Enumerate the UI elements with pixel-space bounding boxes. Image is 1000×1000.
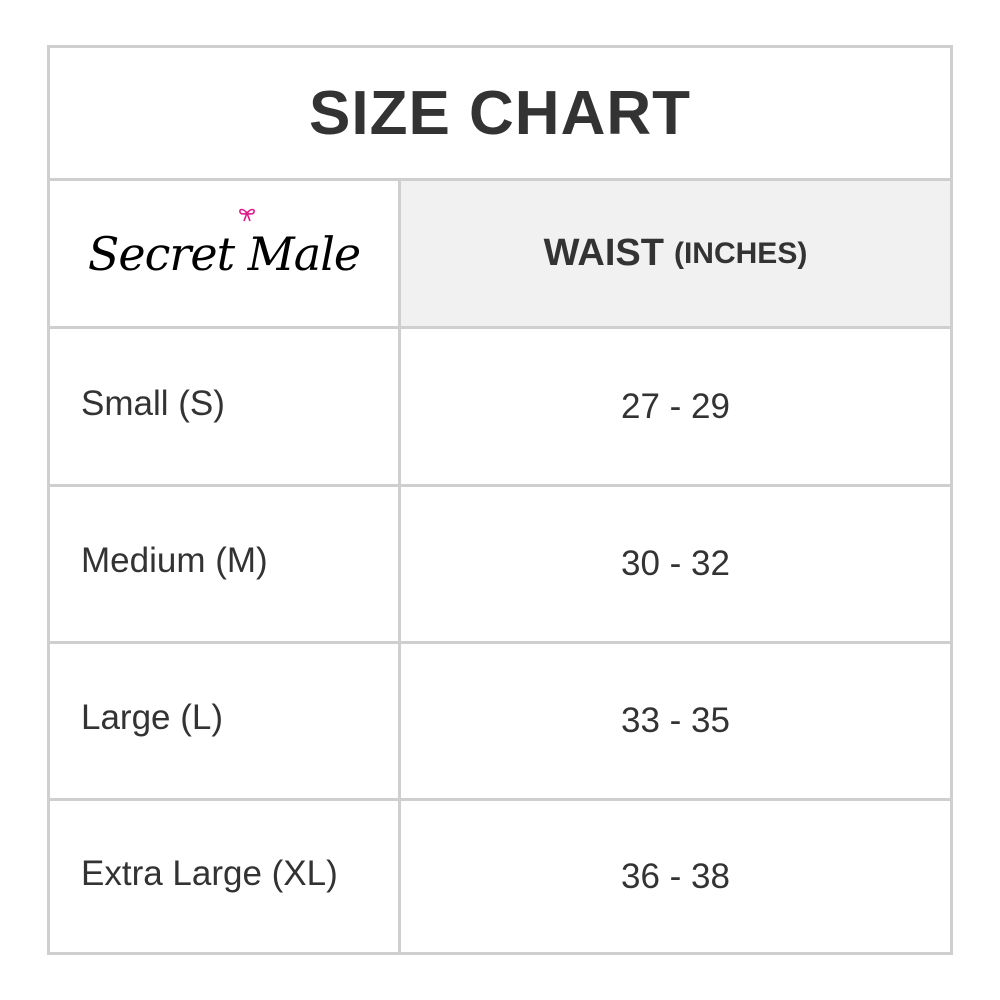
size-label: Extra Large (XL) — [81, 853, 338, 893]
table-row: Extra Large (XL) 36 - 38 — [50, 801, 950, 952]
size-chart-table: SIZE CHART Secret Male WAIST (INCHES) — [47, 45, 953, 955]
page-title: SIZE CHART — [50, 48, 950, 181]
column-label: WAIST — [543, 232, 664, 274]
header-row: Secret Male WAIST (INCHES) — [50, 181, 950, 329]
waist-header: WAIST (INCHES) — [401, 181, 950, 326]
waist-value: 30 - 32 — [621, 544, 730, 583]
table-row: Medium (M) 30 - 32 — [50, 487, 950, 644]
logo-text: Secret Male — [87, 226, 361, 281]
waist-value: 27 - 29 — [621, 386, 730, 426]
table-row: Small (S) 27 - 29 — [50, 329, 950, 487]
bow-icon — [238, 207, 256, 223]
brand-logo: Secret Male — [87, 208, 361, 281]
size-label: Medium (M) — [81, 541, 268, 580]
size-label: Large (L) — [81, 698, 224, 737]
waist-value: 36 - 38 — [621, 856, 730, 896]
waist-value: 33 - 35 — [621, 701, 730, 740]
brand-logo-cell: Secret Male — [50, 181, 401, 326]
table-row: Large (L) 33 - 35 — [50, 644, 950, 801]
unit-label: (INCHES) — [673, 236, 808, 270]
size-label: Small (S) — [81, 383, 225, 423]
